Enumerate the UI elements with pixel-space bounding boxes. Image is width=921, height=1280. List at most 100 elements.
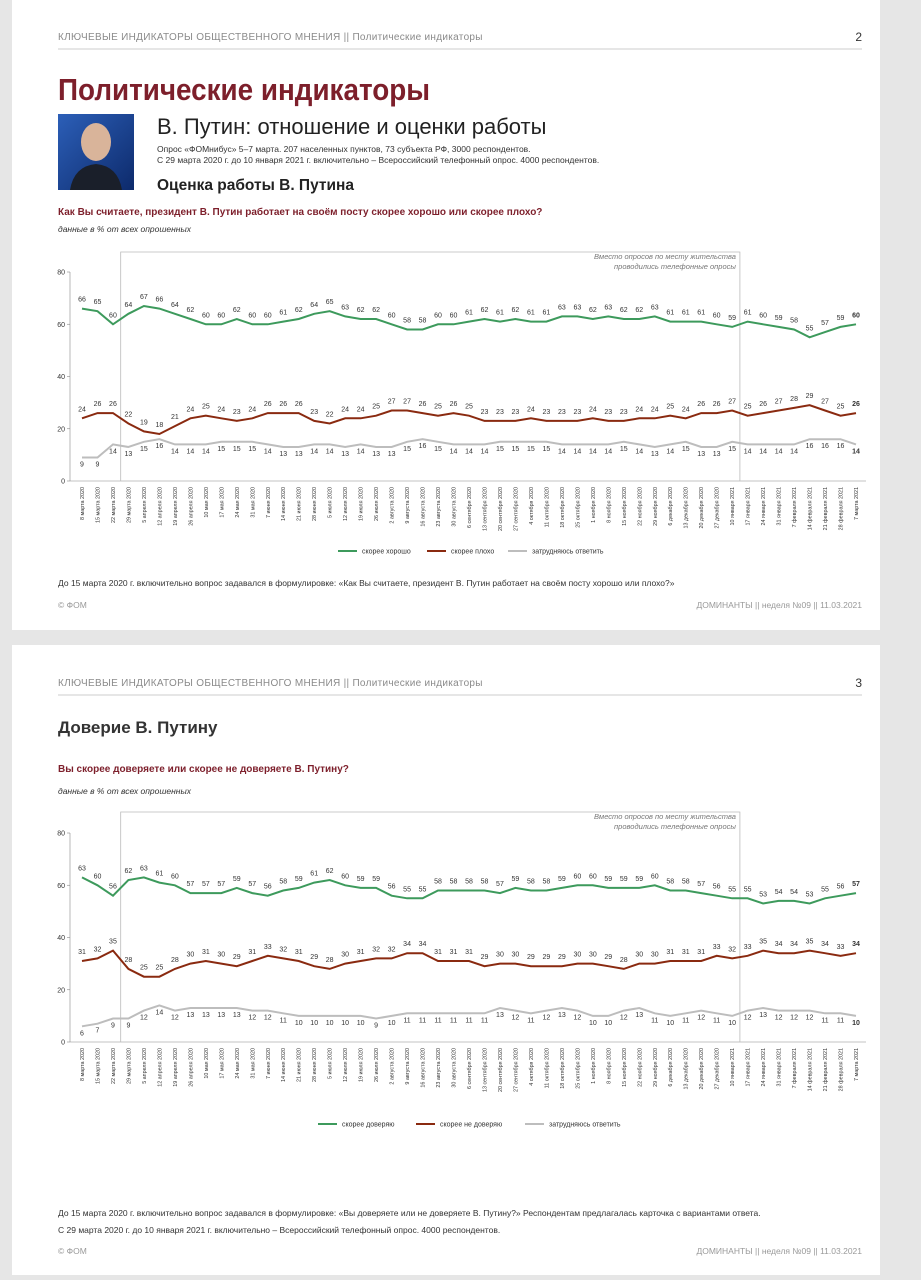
data-label: 34 bbox=[790, 941, 798, 948]
data-label: 60 bbox=[589, 873, 597, 880]
series-line bbox=[81, 304, 857, 339]
data-label: 13 bbox=[697, 451, 705, 458]
data-label: 53 bbox=[759, 892, 767, 899]
data-label: 31 bbox=[248, 949, 256, 956]
data-label: 23 bbox=[620, 409, 628, 416]
data-label: 62 bbox=[186, 307, 194, 314]
x-tick-label: 27 сентября 2020 bbox=[513, 487, 519, 531]
data-label: 24 bbox=[682, 406, 690, 413]
x-tick-label: 13 декабря 2020 bbox=[684, 487, 690, 529]
data-label: 14 bbox=[465, 448, 473, 455]
data-label: 29 bbox=[604, 954, 612, 961]
x-tick-label: 31 мая 2020 bbox=[250, 487, 256, 518]
data-label: 14 bbox=[357, 448, 365, 455]
data-label: 31 bbox=[202, 949, 210, 956]
x-tick-label: 5 июля 2020 bbox=[328, 1048, 334, 1079]
data-label: 27 bbox=[388, 398, 396, 405]
x-tick-label: 17 мая 2020 bbox=[219, 487, 225, 518]
x-tick-label: 1 ноября 2020 bbox=[591, 487, 597, 523]
x-tick-label: 26 апреля 2020 bbox=[188, 1048, 194, 1087]
x-tick-label: 6 декабря 2020 bbox=[668, 487, 674, 526]
data-label: 13 bbox=[186, 1012, 194, 1019]
legend-label: затрудняюсь ответить bbox=[532, 549, 604, 556]
x-tick-label: 8 марта 2020 bbox=[80, 487, 86, 520]
data-label: 55 bbox=[419, 886, 427, 893]
x-tick-label: 19 апреля 2020 bbox=[173, 1048, 179, 1087]
data-label: 14 bbox=[186, 448, 194, 455]
x-tick-label: 22 марта 2020 bbox=[111, 1048, 117, 1084]
data-label: 31 bbox=[697, 949, 705, 956]
x-tick-label: 2 августа 2020 bbox=[390, 1048, 396, 1085]
y-tick-label: 20 bbox=[57, 426, 65, 433]
data-label: 32 bbox=[279, 946, 287, 953]
data-label: 15 bbox=[543, 446, 551, 453]
data-label: 35 bbox=[806, 939, 814, 946]
x-tick-label: 25 октября 2020 bbox=[575, 1048, 581, 1089]
x-tick-label: 7 марта 2021 bbox=[854, 487, 860, 520]
data-label: 26 bbox=[759, 401, 767, 408]
x-tick-label: 12 июля 2020 bbox=[343, 1048, 349, 1082]
data-label: 14 bbox=[326, 448, 334, 455]
x-tick-label: 12 апреля 2020 bbox=[157, 487, 163, 526]
data-label: 9 bbox=[96, 461, 100, 468]
x-tick-label: 30 августа 2020 bbox=[452, 487, 458, 527]
data-label: 12 bbox=[171, 1015, 179, 1022]
x-tick-label: 5 апреля 2020 bbox=[142, 1048, 148, 1084]
data-label: 63 bbox=[651, 304, 659, 311]
data-label: 25 bbox=[156, 965, 164, 972]
data-label: 16 bbox=[419, 443, 427, 450]
x-tick-label: 16 августа 2020 bbox=[421, 487, 427, 527]
survey-note: С 29 марта 2020 г. до 10 января 2021 г. … bbox=[157, 155, 599, 165]
data-label: 13 bbox=[713, 451, 721, 458]
x-tick-label: 6 сентября 2020 bbox=[467, 1048, 473, 1089]
x-tick-label: 27 сентября 2020 bbox=[513, 1048, 519, 1092]
data-label: 24 bbox=[248, 406, 256, 413]
question: Вы скорее доверяете или скорее не доверя… bbox=[58, 764, 349, 775]
data-label: 11 bbox=[682, 1017, 689, 1024]
x-tick-label: 20 декабря 2020 bbox=[699, 1048, 705, 1090]
x-tick-label: 31 января 2021 bbox=[777, 1048, 783, 1087]
title: Политические индикаторы bbox=[58, 72, 430, 107]
data-label: 63 bbox=[341, 304, 349, 311]
data-label: 12 bbox=[543, 1015, 551, 1022]
data-label: 14 bbox=[852, 448, 860, 455]
data-label: 14 bbox=[759, 448, 767, 455]
x-tick-label: 25 октября 2020 bbox=[575, 487, 581, 528]
data-label: 10 bbox=[341, 1020, 349, 1027]
x-tick-label: 12 апреля 2020 bbox=[157, 1048, 163, 1087]
data-label: 13 bbox=[635, 1012, 643, 1019]
data-label: 29 bbox=[527, 954, 535, 961]
data-label: 14 bbox=[744, 448, 752, 455]
data-label: 57 bbox=[202, 881, 210, 888]
data-label: 23 bbox=[481, 409, 489, 416]
data-label: 11 bbox=[434, 1017, 441, 1024]
data-label: 61 bbox=[310, 871, 318, 878]
legend-label: скорее хорошо bbox=[362, 549, 411, 556]
x-tick-label: 15 ноября 2020 bbox=[622, 487, 628, 526]
x-tick-label: 15 марта 2020 bbox=[95, 1048, 101, 1084]
legend-label: скорее не доверяю bbox=[440, 1122, 502, 1129]
units: данные в % от всех опрошенных bbox=[58, 786, 192, 796]
data-label: 65 bbox=[326, 299, 334, 306]
x-tick-label: 23 августа 2020 bbox=[436, 1048, 442, 1088]
x-tick-label: 19 июля 2020 bbox=[359, 487, 365, 521]
data-label: 62 bbox=[295, 307, 303, 314]
data-label: 33 bbox=[713, 944, 721, 951]
data-label: 60 bbox=[852, 312, 860, 319]
data-label: 27 bbox=[403, 398, 411, 405]
data-label: 61 bbox=[279, 310, 287, 317]
data-label: 31 bbox=[450, 949, 458, 956]
data-label: 58 bbox=[403, 317, 411, 324]
data-label: 54 bbox=[775, 889, 783, 896]
data-label: 14 bbox=[589, 448, 597, 455]
data-label: 57 bbox=[852, 881, 860, 888]
x-tick-label: 4 октября 2020 bbox=[529, 487, 535, 525]
data-label: 10 bbox=[604, 1020, 612, 1027]
x-tick-label: 1 ноября 2020 bbox=[591, 1048, 597, 1084]
data-label: 24 bbox=[78, 406, 86, 413]
data-label: 26 bbox=[264, 401, 272, 408]
data-label: 61 bbox=[697, 310, 705, 317]
data-label: 62 bbox=[357, 307, 365, 314]
data-label: 26 bbox=[713, 401, 721, 408]
x-tick-label: 21 июня 2020 bbox=[297, 487, 303, 521]
